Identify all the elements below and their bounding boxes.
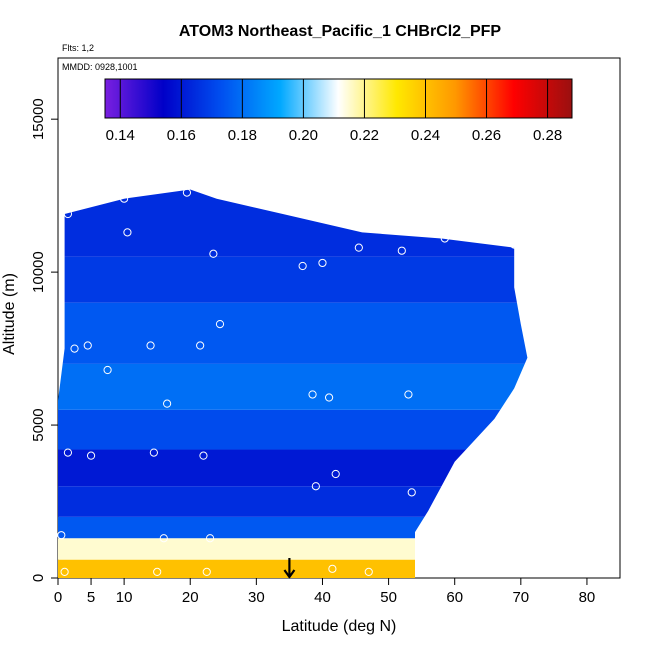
sample-point [70,344,79,353]
x-tick-label: 80 [579,589,596,606]
colorbar-tick-label: 0.22 [350,127,379,144]
sample-point [308,390,317,399]
y-axis-title: Altitude (m) [1,273,18,355]
sample-point [103,365,112,375]
colorbar: 0.14 0.16 0.18 0.20 0.22 0.24 0.26 0.28 [104,78,573,144]
sample-point [83,341,92,350]
flights-note: Flts: 1,2 [62,43,94,53]
field-band [58,189,528,257]
colorbar-bar [104,78,573,119]
sample-point [328,564,337,573]
x-tick-label: 30 [248,589,265,606]
sample-point [404,390,413,399]
date-note: MMDD: 0928,1001 [62,62,138,72]
sample-point [209,249,218,258]
sample-point [60,567,69,576]
sample-point [196,341,205,350]
sample-point [153,567,162,576]
sample-point [324,393,334,402]
x-tick-label: 10 [116,589,133,606]
sample-point [440,234,449,243]
sample-point [199,451,208,460]
field-band [58,559,528,578]
x-tick-label: 0 [54,589,62,606]
sample-point [159,534,168,543]
sample-point [149,448,158,457]
sample-point [162,399,172,408]
sample-point [331,469,340,479]
colorbar-tick-label: 0.24 [411,127,440,144]
colorbar-tick-label: 0.14 [106,127,135,144]
concentration-field [58,189,528,578]
sample-point [510,240,519,249]
sample-point [63,209,73,219]
colorbar-ticks: 0.14 0.16 0.18 0.20 0.22 0.24 0.26 0.28 [106,79,562,144]
field-band [58,256,528,303]
arrow-head [283,569,296,579]
sample-point [202,567,211,576]
sample-point [215,320,225,329]
sample-point [354,243,363,252]
colorbar-tick-label: 0.26 [472,127,501,144]
x-tick-label: 40 [314,589,331,606]
x-tick-label: 20 [182,589,199,606]
colorbar-tick-label: 0.18 [228,127,257,144]
sample-point [298,261,307,271]
x-tick-label: 50 [380,589,397,606]
sample-point [407,488,416,497]
field-band [58,486,528,517]
y-tick-label: 15000 [30,98,47,140]
x-tick-label: 5 [87,589,95,606]
sample-point [146,341,155,350]
colorbar-tick-label: 0.20 [289,127,318,144]
field-band [58,538,528,560]
sample-point [318,258,327,268]
colorbar-tick-label: 0.28 [533,127,562,144]
chart-title: ATOM3 Northeast_Pacific_1 CHBrCl2_PFP [179,23,502,40]
sample-point [120,194,129,203]
sample-point [311,482,320,491]
x-axis: 0 5 10 20 30 40 50 60 70 80 [54,578,595,606]
y-tick-label: 10000 [30,251,47,293]
y-axis: 0 5000 10000 15000 [30,98,58,582]
field-band [58,516,528,539]
colorbar-tick-label: 0.16 [167,127,196,144]
location-arrow [283,558,296,579]
x-tick-label: 60 [446,589,463,606]
y-tick-label: 5000 [30,408,47,441]
sample-point [123,228,132,237]
sample-point [86,451,96,460]
sample-markers [57,188,519,576]
field-band [58,363,528,410]
sample-point [182,188,192,197]
sample-point [57,531,66,540]
field-band [58,409,528,450]
x-tick-label: 70 [512,589,529,606]
sample-point [364,567,373,576]
sample-point [397,246,406,255]
field-band [58,449,528,487]
sample-point [205,534,215,543]
y-tick-label: 0 [30,574,47,582]
field-band [58,302,528,364]
x-axis-title: Latitude (deg N) [282,618,397,635]
sample-point [63,448,73,457]
